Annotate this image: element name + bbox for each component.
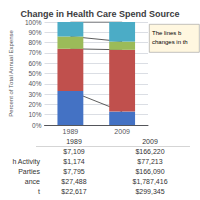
svg-text:60%: 60% (29, 60, 42, 67)
svg-text:$166,090: $166,090 (135, 168, 164, 175)
svg-text:$299,345: $299,345 (135, 188, 164, 195)
svg-text:20%: 20% (29, 101, 42, 108)
svg-text:1989: 1989 (66, 138, 82, 145)
svg-text:ance: ance (25, 178, 40, 185)
svg-text:Percent of Total Annual Expens: Percent of Total Annual Expense (8, 30, 14, 117)
svg-text:$27,488: $27,488 (61, 178, 86, 185)
svg-text:t: t (38, 188, 40, 195)
svg-text:Parties: Parties (18, 168, 40, 175)
svg-text:h Activity: h Activity (12, 158, 40, 166)
svg-text:$7,795: $7,795 (63, 168, 85, 175)
svg-text:2009: 2009 (114, 128, 130, 135)
svg-text:50%: 50% (29, 70, 42, 77)
svg-text:10%: 10% (29, 111, 42, 118)
svg-text:The lines b: The lines b (152, 30, 182, 36)
svg-text:$77,213: $77,213 (137, 158, 162, 165)
svg-text:1989: 1989 (63, 128, 79, 135)
svg-text:2009: 2009 (142, 138, 158, 145)
svg-text:$22,617: $22,617 (61, 188, 86, 195)
svg-text:0%: 0% (32, 122, 42, 129)
svg-text:100%: 100% (25, 19, 42, 26)
svg-text:70%: 70% (29, 49, 42, 56)
svg-text:$1,174: $1,174 (63, 158, 85, 165)
svg-text:changes in th: changes in th (152, 39, 188, 45)
svg-text:30%: 30% (29, 91, 42, 98)
svg-text:$1,787,416: $1,787,416 (132, 178, 167, 185)
svg-text:Change in Health Care Spend So: Change in Health Care Spend Source (20, 9, 179, 19)
svg-text:$7,109: $7,109 (63, 148, 85, 155)
svg-text:$166,220: $166,220 (135, 148, 164, 155)
svg-text:90%: 90% (29, 29, 42, 36)
svg-text:80%: 80% (29, 39, 42, 46)
svg-text:40%: 40% (29, 80, 42, 87)
